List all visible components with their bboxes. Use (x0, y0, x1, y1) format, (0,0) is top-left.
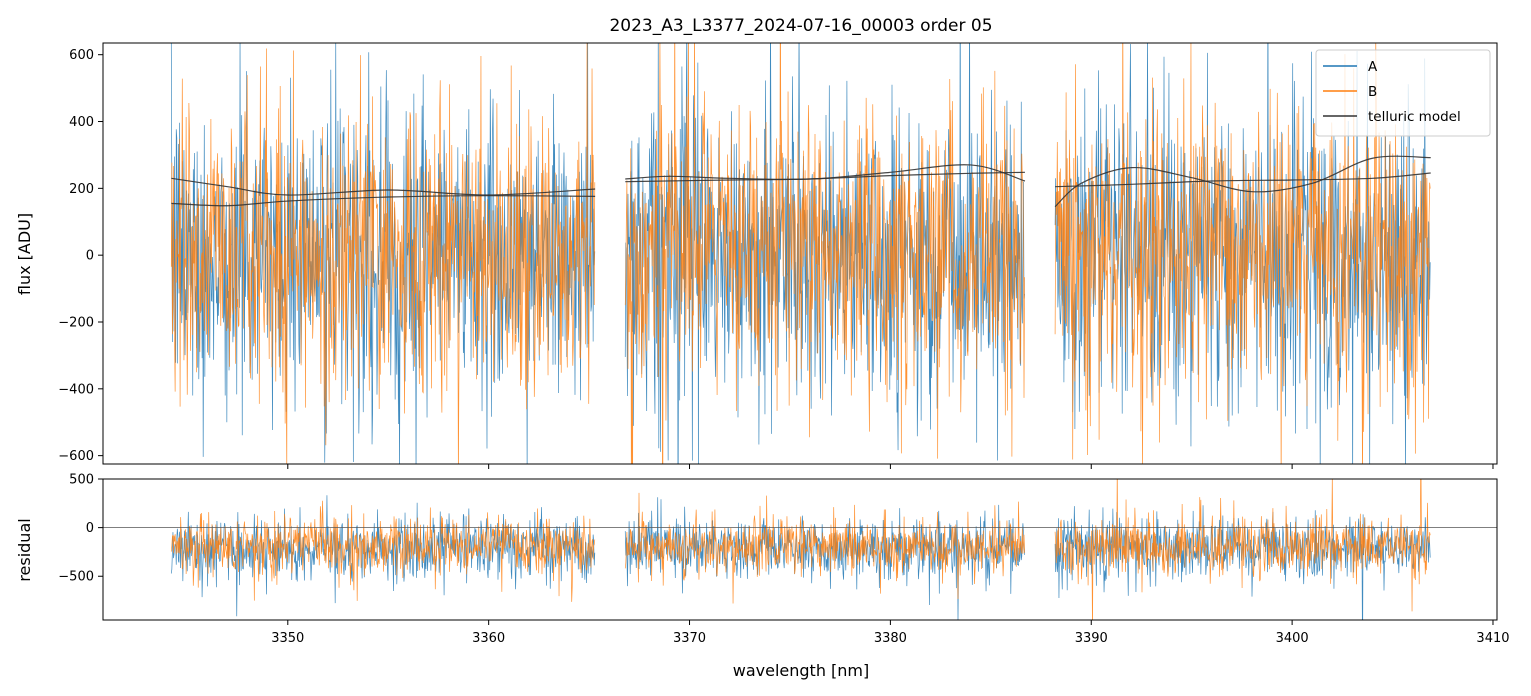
residual-plot-area (103, 479, 1497, 620)
x-tick-label: 3370 (673, 631, 706, 646)
y-tick-label: −500 (58, 570, 94, 585)
series-b-segment-1 (170, 43, 596, 464)
y-tick-label: −600 (58, 449, 94, 464)
telluric-model-curve-2 (171, 195, 596, 207)
series-b-segment-3 (1054, 43, 1431, 464)
y-tick-label: 0 (86, 249, 94, 264)
flux-y-ticks: −600 −400 −200 0 200 400 600 (58, 48, 103, 464)
legend-label-telluric-model: telluric model (1368, 109, 1461, 125)
y-tick-label: 0 (86, 521, 94, 536)
flux-plot-area (170, 43, 1431, 464)
residual-axes-frame (102, 478, 1498, 621)
x-tick-label: 3410 (1476, 631, 1509, 646)
legend-box (1315, 49, 1491, 137)
chart-title: 2023_A3_L3377_2024-07-16_00003 order 05 (609, 16, 992, 36)
series-b-segment-2 (624, 43, 1025, 464)
flux-axes-frame (102, 42, 1498, 465)
telluric-model-curve-6 (1055, 172, 1431, 188)
residual-y-ticks: −500 0 500 (58, 473, 103, 585)
telluric-model-curve-4 (625, 171, 1025, 183)
x-tick-label: 3350 (271, 631, 304, 646)
residual-y-axis-label: residual (15, 518, 34, 581)
residual-x-ticks: 3350 3360 3370 3380 3390 3400 3410 (271, 620, 1510, 646)
y-tick-label: 600 (69, 48, 94, 63)
legend-label-A: A (1368, 59, 1378, 75)
flux-x-ticks (287, 464, 1494, 469)
y-tick-label: 200 (69, 182, 94, 197)
residual-b-segment-2 (624, 492, 1025, 604)
telluric-model-curve-1 (171, 177, 596, 196)
y-tick-label: 500 (69, 473, 94, 488)
x-tick-label: 3380 (874, 631, 907, 646)
x-tick-label: 3390 (1075, 631, 1108, 646)
y-tick-label: −400 (58, 382, 94, 397)
x-tick-label: 3360 (472, 631, 505, 646)
residual-panel: −500 0 500 3350 3360 3370 3380 3390 3400 3410 re… (15, 473, 1510, 681)
flux-y-axis-label: flux [ADU] (15, 213, 34, 295)
residual-b-segment-1 (170, 500, 596, 602)
x-axis-label: wavelength [nm] (733, 661, 870, 680)
y-tick-label: 400 (69, 115, 94, 130)
y-tick-label: −200 (58, 315, 94, 330)
residual-a-segment-1 (170, 495, 596, 617)
flux-panel: −600 −400 −200 0 200 400 600 flux [ADU] ABtell… (15, 42, 1498, 469)
telluric-model-curve-5 (1054, 155, 1431, 208)
x-tick-label: 3400 (1276, 631, 1309, 646)
legend-label-B: B (1368, 84, 1377, 100)
residual-b-segment-3 (1054, 479, 1431, 620)
